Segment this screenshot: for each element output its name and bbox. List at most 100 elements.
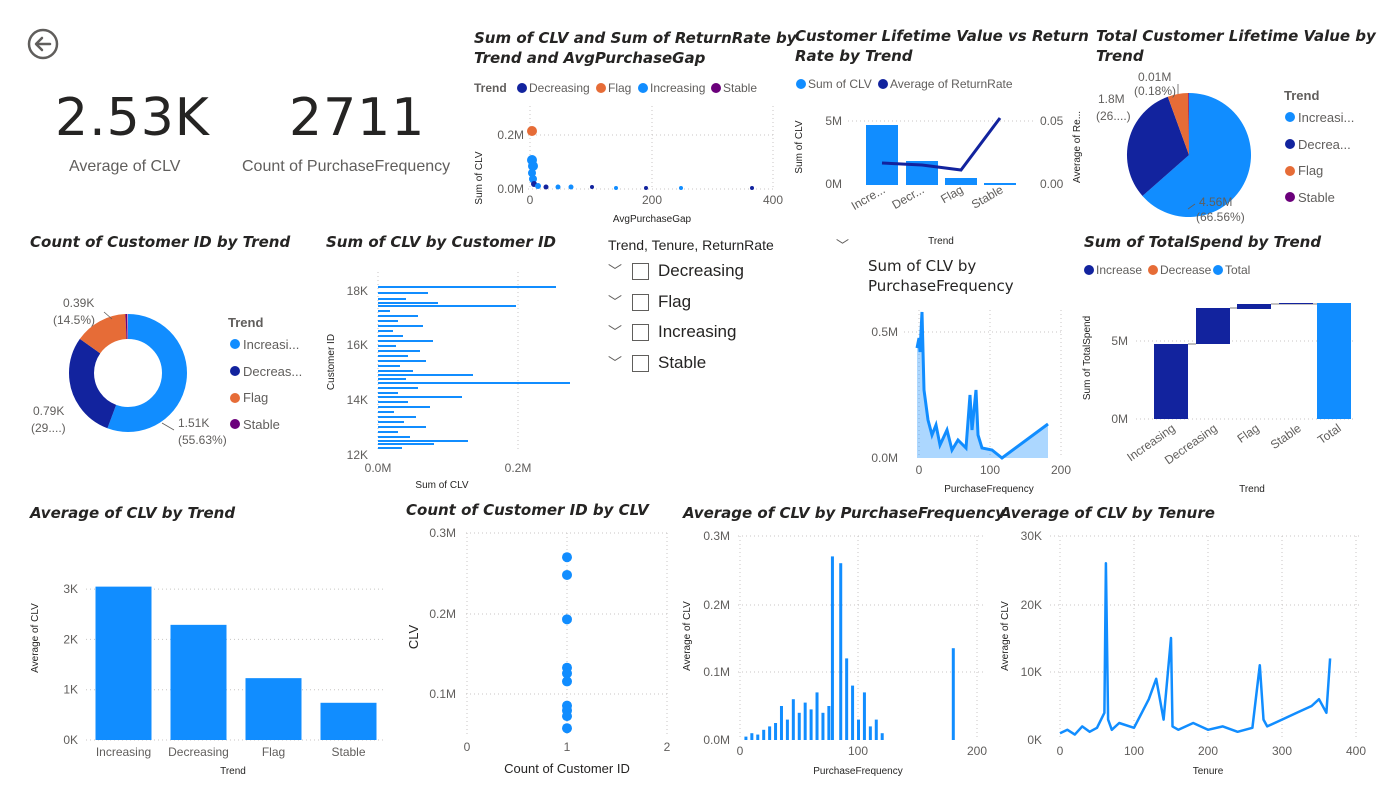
bar xyxy=(378,370,413,372)
legend-item: Stable xyxy=(243,417,280,432)
bar xyxy=(378,315,418,317)
x-tick: 200 xyxy=(967,744,987,758)
bar xyxy=(378,447,402,449)
bar xyxy=(378,392,398,394)
x-tick: Flag xyxy=(262,745,285,759)
y-tick: 12K xyxy=(347,448,368,462)
data-label: (29....) xyxy=(31,421,66,435)
slicer-item-decreasing[interactable]: ﹀ Decreasing xyxy=(608,261,744,281)
legend-marker xyxy=(230,393,240,403)
bar-decreasing xyxy=(170,624,227,740)
slicer-item-flag[interactable]: ﹀ Flag xyxy=(608,292,691,312)
bar xyxy=(378,431,398,433)
avg-clv-by-pf-chart[interactable]: Average of CLV 0.3M 0.2M 0.1M 0.0M 0 100… xyxy=(678,524,993,780)
y-axis-label: Average of CLV xyxy=(30,603,41,673)
bar xyxy=(378,382,570,384)
x-tick: 0.2M xyxy=(505,461,532,475)
avg-clv-pf-title: Average of CLV by PurchaseFrequency xyxy=(683,504,1005,522)
x-tick: 400 xyxy=(1346,744,1366,758)
checkbox[interactable] xyxy=(632,262,649,280)
checkbox[interactable] xyxy=(632,354,649,372)
x-ticks: Increasing Decreasing Flag Stable xyxy=(96,745,366,759)
x-tick: Stable xyxy=(1268,421,1304,452)
bar xyxy=(809,709,813,740)
clv-by-pf-chart[interactable]: 0.5M 0.0M 0 100 200 PurchaseFrequency xyxy=(862,300,1072,500)
clv-return-gap-chart[interactable]: Trend Decreasing Flag Increasing Stable … xyxy=(466,76,786,226)
y-ticks: 3K 2K 1K 0K xyxy=(63,582,78,747)
point xyxy=(535,183,541,189)
data-label: (66.56%) xyxy=(1196,210,1245,224)
y-tick: 2K xyxy=(63,632,78,646)
y-tick: 5M xyxy=(825,114,842,128)
scatter-point xyxy=(562,711,572,722)
total-clv-pie-title-1: Total Customer Lifetime Value by xyxy=(1096,27,1376,45)
scatter-point xyxy=(562,668,572,679)
legend-marker xyxy=(230,339,240,349)
checkbox[interactable] xyxy=(632,293,649,311)
y-axis-label: CLV xyxy=(406,625,421,650)
bar-stable xyxy=(984,183,1016,185)
count-by-clv-chart[interactable]: CLV 0.3M 0.2M 0.1M 0 1 2 Count of Custom… xyxy=(402,522,682,782)
bar xyxy=(762,729,766,740)
legend-item: Increasi... xyxy=(1298,110,1354,125)
chevron-down-icon[interactable]: ﹀ xyxy=(608,355,622,371)
pie-slice-decreasing xyxy=(1126,96,1189,196)
bar xyxy=(378,436,410,438)
back-button[interactable] xyxy=(27,28,59,60)
bar xyxy=(378,302,438,304)
x-axis-label: Trend xyxy=(928,236,954,247)
data-label: 1.8M xyxy=(1098,92,1125,106)
legend-item: Stable xyxy=(723,81,757,95)
slicer-item-increasing[interactable]: ﹀ Increasing xyxy=(608,322,736,342)
bar xyxy=(830,556,834,740)
pie-slice-flag xyxy=(1167,93,1189,155)
legend-marker xyxy=(1285,139,1295,149)
scatter-point xyxy=(562,614,572,625)
checkbox[interactable] xyxy=(632,323,649,341)
legend-item: Decreasing xyxy=(529,81,590,95)
clv-by-customer-chart[interactable]: Customer ID 18K 16K 14K 12K xyxy=(320,262,590,494)
count-by-trend-donut[interactable]: 0.39K (14.5%) 0.79K (29....) 1.51K (55.6… xyxy=(26,286,316,456)
bar-increasing xyxy=(95,586,152,740)
y-axis-label: Sum of CLV xyxy=(794,120,805,173)
kpi-avg-clv-label: Average of CLV xyxy=(69,158,181,175)
x-tick: Flag xyxy=(938,182,965,206)
bar xyxy=(797,712,801,740)
chevron-down-icon[interactable]: ﹀ xyxy=(608,324,622,340)
data-label: (55.63%) xyxy=(178,433,227,447)
chevron-down-icon[interactable]: ﹀ xyxy=(608,294,622,310)
legend-marker xyxy=(1084,265,1094,275)
bar-flag xyxy=(945,178,977,185)
scatter-points xyxy=(527,126,754,190)
totalspend-waterfall-chart[interactable]: Increase Decrease Total Sum of TotalSpen… xyxy=(1078,258,1378,498)
chevron-down-icon[interactable]: ﹀ xyxy=(836,239,850,254)
legend-item: Flag xyxy=(1298,163,1323,178)
bar xyxy=(378,406,430,408)
bar xyxy=(378,378,406,380)
point xyxy=(644,186,648,190)
leader-line xyxy=(161,422,175,431)
bar-flag xyxy=(245,678,302,740)
slicer-item-stable[interactable]: ﹀ Stable xyxy=(608,353,706,373)
x-tick: 400 xyxy=(763,193,783,207)
total-clv-pie-title-2: Trend xyxy=(1096,47,1144,65)
x-axis-label: Trend xyxy=(1239,484,1265,495)
y-tick: 3K xyxy=(63,582,78,596)
bar xyxy=(815,692,819,740)
avg-clv-by-tenure-chart[interactable]: Average of CLV 30K 20K 10K 0K 0 100 200 … xyxy=(996,524,1371,780)
bar xyxy=(378,335,403,337)
bar xyxy=(785,719,789,740)
clv-vs-return-chart[interactable]: Sum of CLV Average of ReturnRate Sum of … xyxy=(790,72,1090,252)
y-tick: 0.2M xyxy=(497,128,524,142)
chevron-down-icon[interactable]: ﹀ xyxy=(608,263,622,279)
waterfall-bar-increasing xyxy=(1154,344,1188,419)
data-label: 0.39K xyxy=(63,296,94,310)
y-tick: 0.2M xyxy=(703,598,730,612)
bar xyxy=(378,443,434,445)
point xyxy=(590,185,594,189)
total-clv-pie-chart[interactable]: 0.01M (0.18%) 1.8M (26....) 4.56M (66.56… xyxy=(1090,64,1380,229)
legend-marker-stable xyxy=(711,83,721,93)
avg-clv-by-trend-chart[interactable]: Average of CLV 3K 2K 1K 0K Increasing Decrea… xyxy=(26,550,396,780)
count-by-clv-title: Count of Customer ID by CLV xyxy=(406,501,649,519)
slicer-item-label: Stable xyxy=(658,353,707,372)
